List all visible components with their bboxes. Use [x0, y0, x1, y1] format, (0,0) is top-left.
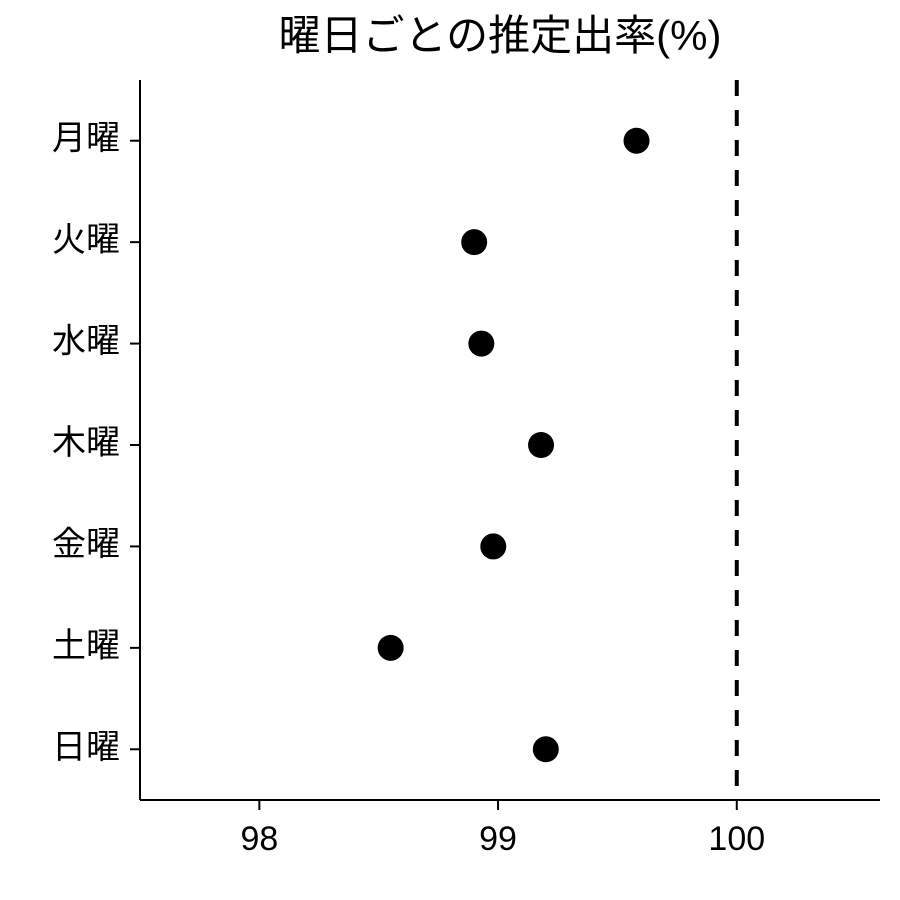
data-point: [624, 128, 650, 154]
y-tick-label: 金曜: [52, 525, 120, 563]
chart-title: 曜日ごとの推定出率(%): [279, 12, 722, 59]
data-point: [378, 635, 404, 661]
chart-container: 曜日ごとの推定出率(%) 月曜火曜水曜木曜金曜土曜日曜 98 99 100: [0, 0, 900, 900]
data-point: [468, 331, 494, 357]
y-tick-label: 水曜: [52, 323, 120, 361]
x-tick-label: 99: [479, 820, 517, 858]
data-point: [533, 736, 559, 762]
x-tick-label: 98: [240, 820, 278, 858]
data-point: [480, 533, 506, 559]
y-tick-label: 日曜: [52, 728, 120, 766]
data-point: [528, 432, 554, 458]
y-tick-label: 火曜: [52, 221, 120, 259]
y-tick-label: 土曜: [52, 627, 120, 665]
data-point: [461, 229, 487, 255]
y-tick-label: 木曜: [52, 424, 120, 462]
dotplot-svg: 曜日ごとの推定出率(%) 月曜火曜水曜木曜金曜土曜日曜 98 99 100: [0, 0, 900, 900]
x-tick-label: 100: [708, 820, 765, 858]
y-tick-label: 月曜: [52, 120, 120, 158]
